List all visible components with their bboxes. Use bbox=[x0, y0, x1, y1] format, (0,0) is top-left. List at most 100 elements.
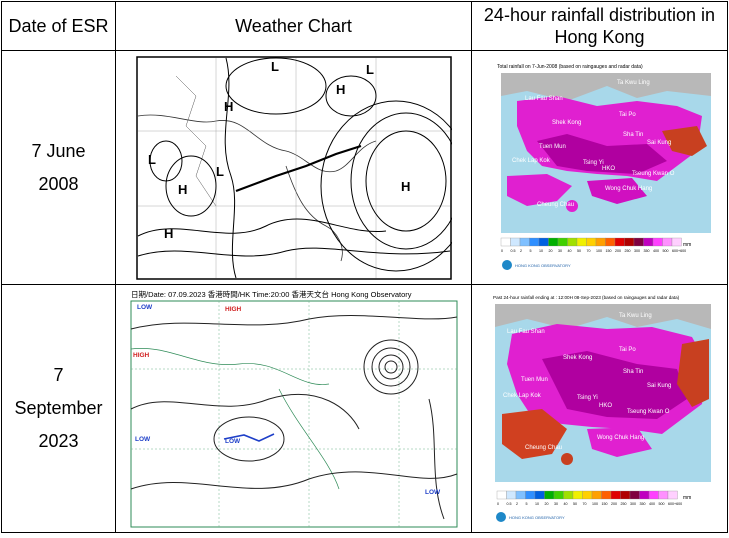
legend-label: 350 bbox=[639, 502, 645, 506]
place-label: Sha Tin bbox=[623, 132, 643, 138]
table-row: 7 June 2008 bbox=[1, 50, 728, 285]
legend-label: 40 bbox=[567, 249, 571, 253]
map-title: Total rainfall on 7-Jun-2008 (based on r… bbox=[497, 64, 643, 70]
legend-swatch bbox=[562, 490, 573, 499]
pressure-label: H bbox=[164, 226, 173, 241]
place-label: Tai Po bbox=[619, 112, 636, 118]
legend-label: 5 bbox=[525, 502, 527, 506]
place-label: Wong Chuk Hang bbox=[605, 186, 652, 192]
legend-label: 40 bbox=[563, 502, 567, 506]
legend-label: 50 bbox=[577, 249, 581, 253]
legend-unit: mm bbox=[683, 495, 691, 501]
legend-swatch bbox=[524, 490, 535, 499]
rainfall-map-2008: Total rainfall on 7-Jun-2008 (based on r… bbox=[486, 55, 713, 280]
legend-label: 200 bbox=[615, 249, 621, 253]
legend-swatch bbox=[509, 237, 520, 246]
date-line: September bbox=[14, 398, 103, 418]
pressure-label: H bbox=[224, 99, 233, 114]
legend-label: 70 bbox=[586, 249, 590, 253]
logo-text: HONG KONG OBSERVATORY bbox=[515, 263, 571, 268]
legend-swatch bbox=[657, 490, 668, 499]
legend-swatch bbox=[652, 237, 663, 246]
pressure-label: LOW bbox=[425, 489, 441, 496]
date-line: 7 bbox=[53, 365, 64, 385]
table-row: 7 September 2023 日期/Date: 07.09.2023 香港時… bbox=[1, 284, 728, 533]
pressure-label: L bbox=[271, 59, 279, 74]
legend-label: 100 bbox=[592, 502, 598, 506]
pressure-label: HIGH bbox=[133, 352, 150, 359]
legend-swatch bbox=[591, 490, 602, 499]
header-weather-chart: Weather Chart bbox=[115, 1, 472, 51]
legend-label: 150 bbox=[601, 502, 607, 506]
legend-label: 600+600 bbox=[672, 249, 686, 253]
place-label: Tuen Mun bbox=[539, 144, 566, 150]
map-title: Past 24-hour rainfall ending at : 12:00H… bbox=[493, 295, 680, 300]
pressure-label: L bbox=[216, 164, 224, 179]
legend-unit: mm bbox=[683, 242, 691, 248]
place-label: Tai Po bbox=[619, 347, 636, 353]
legend-swatch bbox=[572, 490, 583, 499]
legend-label: 0.5 bbox=[506, 502, 511, 506]
rainfall-legend: 0 0.5 2 5 10 20 30 40 50 70 100 150 200 250 300 350 400 5… bbox=[496, 490, 682, 506]
place-label: Shek Kong bbox=[563, 355, 592, 361]
legend-swatch bbox=[648, 490, 659, 499]
legend-swatch bbox=[557, 237, 568, 246]
legend-label: 600+600 bbox=[668, 502, 682, 506]
place-label: Tuen Mun bbox=[521, 377, 548, 383]
place-label: Cheung Chau bbox=[525, 445, 562, 451]
weather-chart-cell: 日期/Date: 07.09.2023 香港時間/HK Time:20:00 香… bbox=[115, 284, 472, 533]
header-date: Date of ESR bbox=[1, 1, 116, 51]
place-label: Lau Fau Shan bbox=[525, 96, 563, 102]
legend-swatch bbox=[534, 490, 545, 499]
legend-swatch bbox=[595, 237, 606, 246]
place-label: Cheung Chau bbox=[537, 202, 574, 208]
legend-label: 2 bbox=[516, 502, 518, 506]
place-label: HKO bbox=[599, 403, 612, 409]
legend-swatch bbox=[619, 490, 630, 499]
legend-swatch bbox=[566, 237, 577, 246]
place-label: Tsing Yi bbox=[577, 395, 598, 401]
legend-label: 400 bbox=[653, 249, 659, 253]
legend-label: 20 bbox=[548, 249, 552, 253]
weather-chart-cell: H H H H L L L L H bbox=[115, 50, 472, 285]
legend-swatch bbox=[623, 237, 634, 246]
place-label: Tseung Kwan O bbox=[627, 409, 670, 415]
legend-label: 250 bbox=[620, 502, 626, 506]
weather-chart-2008: H H H H L L L L H bbox=[135, 55, 452, 280]
legend-swatch bbox=[604, 237, 615, 246]
place-label: Tsing Yi bbox=[583, 160, 604, 166]
legend-swatch bbox=[500, 237, 511, 246]
legend-swatch bbox=[547, 237, 558, 246]
place-label: Sha Tin bbox=[623, 369, 643, 375]
legend-swatch bbox=[614, 237, 625, 246]
legend-label: 2 bbox=[520, 249, 522, 253]
date-line: 7 June bbox=[31, 140, 86, 161]
legend-label: 250 bbox=[624, 249, 630, 253]
place-label: Sai Kung bbox=[647, 140, 671, 146]
legend-label: 50 bbox=[573, 502, 577, 506]
rainfall-map-2023: Past 24-hour rainfall ending at : 12:00H… bbox=[486, 288, 713, 529]
place-label: Ta Kwu Ling bbox=[617, 80, 650, 86]
legend-swatch bbox=[515, 490, 526, 499]
rainfall-legend: 0 0.5 2 5 10 20 30 40 50 70 100 150 200 250 300 350 400 5… bbox=[500, 237, 686, 253]
pressure-label: HIGH bbox=[225, 306, 242, 313]
place-label: Tseung Kwan O bbox=[632, 171, 675, 177]
pressure-label: LOW bbox=[135, 436, 151, 443]
legend-swatch bbox=[528, 237, 539, 246]
pressure-label: L bbox=[148, 152, 156, 167]
place-label: Ta Kwu Ling bbox=[619, 313, 652, 319]
legend-label: 70 bbox=[582, 502, 586, 506]
legend-label: 350 bbox=[643, 249, 649, 253]
legend-label: 5 bbox=[529, 249, 531, 253]
legend-swatch bbox=[576, 237, 587, 246]
legend-swatch bbox=[600, 490, 611, 499]
legend-label: 150 bbox=[605, 249, 611, 253]
weather-chart-2023: 日期/Date: 07.09.2023 香港時間/HK Time:20:00 香… bbox=[128, 288, 459, 529]
legend-swatch bbox=[610, 490, 621, 499]
legend-swatch bbox=[543, 490, 554, 499]
legend-swatch bbox=[633, 237, 644, 246]
legend-swatch bbox=[505, 490, 516, 499]
date-cell: 7 September 2023 bbox=[1, 284, 116, 533]
legend-label: 400 bbox=[649, 502, 655, 506]
